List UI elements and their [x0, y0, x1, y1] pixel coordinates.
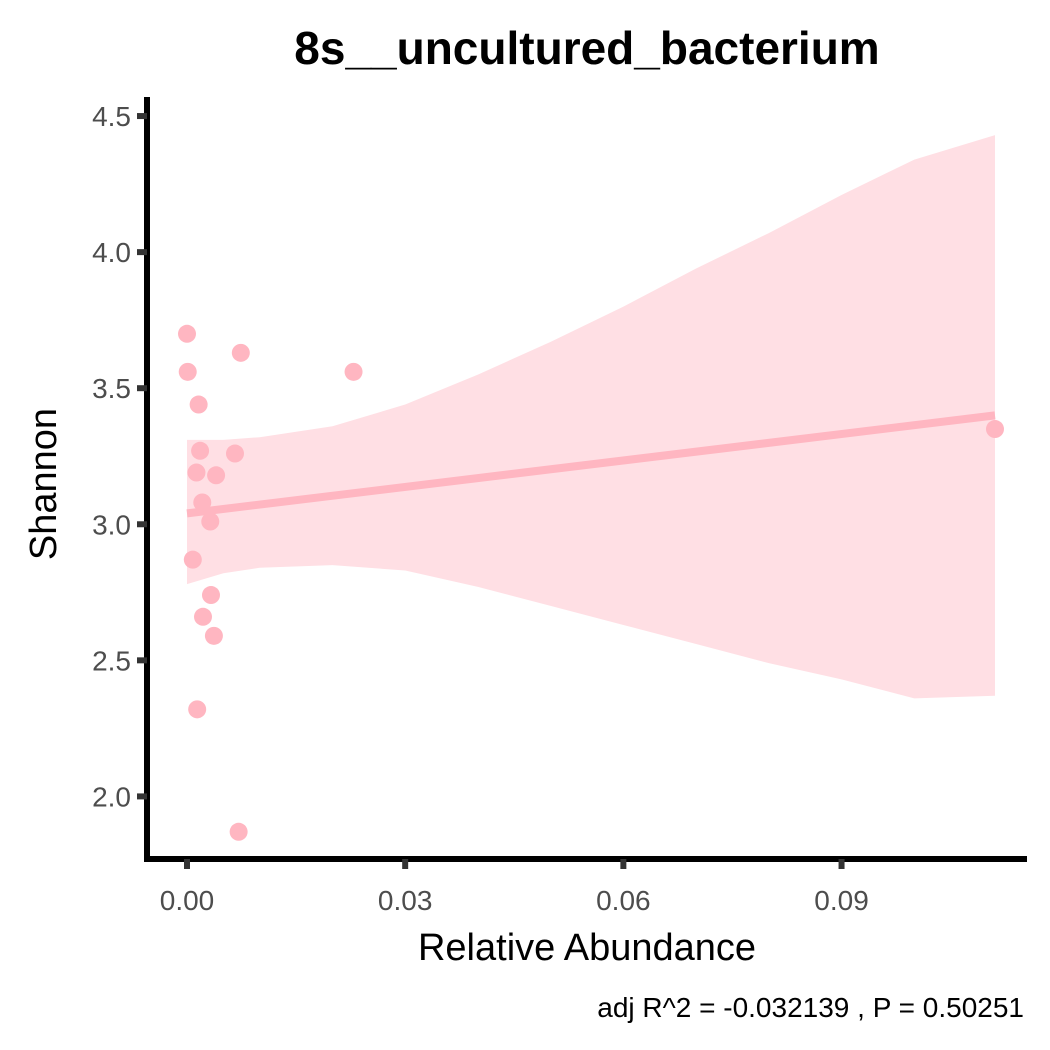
- y-tick-label: 3.0: [92, 509, 131, 540]
- x-tick-label: 0.03: [378, 885, 433, 916]
- data-point-18: [986, 420, 1004, 439]
- x-tick-label: 0.06: [596, 885, 651, 916]
- data-point-5: [189, 395, 208, 414]
- points-layer: [178, 324, 1004, 841]
- y-tick-label: 2.5: [92, 645, 131, 676]
- data-point-7: [226, 444, 244, 463]
- data-point-6: [191, 441, 210, 460]
- data-point-1: [178, 324, 196, 343]
- x-tick-label: 0.00: [160, 885, 215, 916]
- data-point-12: [183, 550, 202, 569]
- data-point-15: [204, 626, 223, 645]
- data-point-16: [188, 700, 207, 719]
- x-tick-label: 0.09: [814, 885, 869, 916]
- y-axis-label: Shannon: [23, 408, 65, 560]
- y-axis-ticks: 2.0 2.5 3.0 3.5 4.0 4.5: [92, 101, 147, 812]
- data-point-2: [178, 362, 197, 381]
- y-tick-label: 4.5: [92, 101, 131, 132]
- x-axis-label: Relative Abundance: [418, 927, 756, 969]
- data-point-10: [193, 493, 212, 512]
- y-tick-label: 2.0: [92, 781, 131, 812]
- data-point-4: [344, 362, 363, 381]
- x-axis-ticks: 0.00 0.03 0.06 0.09: [160, 859, 869, 916]
- regression-line: [186, 411, 996, 518]
- confidence-band: [187, 135, 995, 699]
- data-point-8: [187, 463, 206, 482]
- y-tick-label: 4.0: [92, 237, 131, 268]
- plot-area: [178, 135, 1004, 841]
- y-tick-label: 3.5: [92, 373, 131, 404]
- stats-caption: adj R^2 = -0.032139 , P = 0.50251: [597, 992, 1024, 1023]
- data-point-3: [231, 343, 250, 362]
- data-point-14: [194, 607, 212, 626]
- data-point-13: [202, 586, 220, 605]
- chart-title: 8s__uncultured_bacterium: [294, 22, 879, 74]
- data-point-9: [207, 466, 226, 485]
- data-point-17: [229, 822, 248, 841]
- data-point-11: [201, 512, 220, 531]
